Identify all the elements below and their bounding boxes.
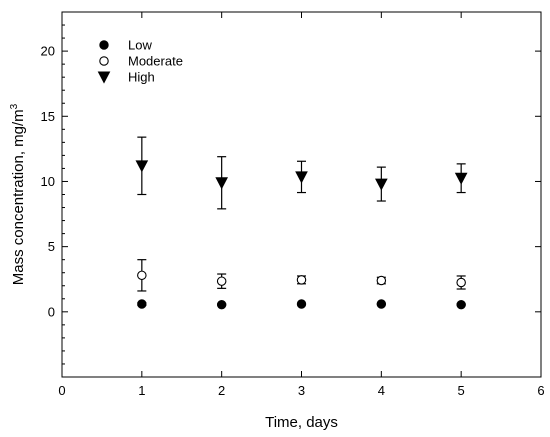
data-point-low <box>137 299 147 309</box>
data-point-high <box>135 160 149 173</box>
legend-label: Moderate <box>128 54 183 69</box>
x-tick-label: 1 <box>138 383 145 398</box>
data-point-moderate <box>456 277 466 288</box>
y-tick-label: 15 <box>41 109 55 124</box>
data-point-moderate <box>376 275 387 286</box>
data-point-moderate <box>216 276 227 286</box>
data-point-low <box>456 299 466 310</box>
legend-marker <box>99 40 109 50</box>
x-axis-title: Time, days <box>265 414 338 431</box>
y-axis-title-superscript: 3 <box>9 103 20 109</box>
legend-label: High <box>128 70 155 85</box>
x-tick-label: 6 <box>537 383 544 398</box>
x-tick-label: 0 <box>58 383 65 398</box>
legend-label: Low <box>128 38 152 53</box>
x-tick-label: 2 <box>218 383 225 398</box>
data-point-high <box>454 172 468 185</box>
y-tick-label: 0 <box>48 304 55 319</box>
data-point-low <box>216 299 227 310</box>
legend-marker <box>97 71 111 84</box>
data-point-low <box>376 299 387 309</box>
series-layer <box>135 136 468 310</box>
axis-ticks: 0 1 2 3 4 5 6 0 5 10 15 20 <box>41 11 545 398</box>
x-tick-label: 5 <box>458 383 465 398</box>
data-point-moderate <box>296 275 307 285</box>
data-point-moderate <box>137 270 147 281</box>
y-tick-label: 20 <box>41 44 55 59</box>
y-tick-label: 10 <box>41 174 55 189</box>
data-point-high <box>215 177 228 190</box>
y-tick-label: 5 <box>48 239 55 254</box>
y-axis-title-main: Mass concentration, mg/m <box>10 109 27 285</box>
x-tick-label: 3 <box>298 383 305 398</box>
legend-marker <box>99 56 109 66</box>
y-axis-title: Mass concentration, mg/m3 <box>9 103 27 285</box>
data-point-high <box>295 171 308 184</box>
data-point-high <box>375 178 388 191</box>
data-point-low <box>296 299 307 309</box>
x-tick-label: 4 <box>378 383 385 398</box>
